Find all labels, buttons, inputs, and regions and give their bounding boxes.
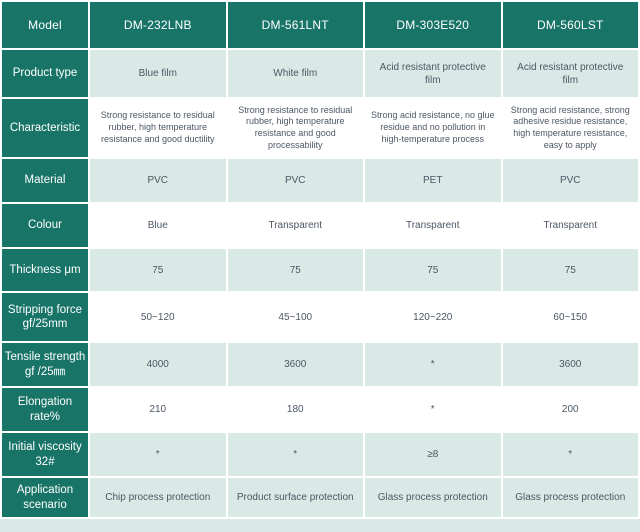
table-cell: 60~150 (502, 293, 638, 341)
spec-table: Model DM-232LNB DM-561LNT DM-303E520 DM-… (0, 0, 640, 517)
table-cell: Strong resistance to residual rubber, hi… (227, 99, 363, 157)
table-cell: 120~220 (365, 293, 501, 341)
table-cell: Transparent (227, 204, 363, 247)
table-cell: * (365, 343, 501, 386)
table-cell: * (90, 433, 226, 476)
table-cell: 75 (502, 249, 638, 291)
table-cell: 45~100 (227, 293, 363, 341)
table-cell: 75 (90, 249, 226, 291)
row-label: Characteristic (2, 99, 88, 157)
row-label: Material (2, 159, 88, 202)
table-cell: * (227, 433, 363, 476)
table-cell: 75 (365, 249, 501, 291)
row-label: Stripping force gf/25mm (2, 293, 88, 341)
table-corner-header: Model (2, 2, 88, 48)
table-cell: 50~120 (90, 293, 226, 341)
table-cell: 210 (90, 388, 226, 431)
table-cell: PVC (90, 159, 226, 202)
row-label: Elongation rate% (2, 388, 88, 431)
column-header-model-1: DM-232LNB (90, 2, 226, 48)
row-label: Colour (2, 204, 88, 247)
table-cell: Strong acid resistance, no glue residue … (365, 99, 501, 157)
row-label: Thickness μm (2, 249, 88, 291)
table-cell: Acid resistant protective film (502, 50, 638, 97)
table-cell: 180 (227, 388, 363, 431)
table-cell: White film (227, 50, 363, 97)
table-cell: * (365, 388, 501, 431)
table-cell: PET (365, 159, 501, 202)
table-bottom-strip (0, 519, 640, 532)
table-cell: 3600 (227, 343, 363, 386)
column-header-model-4: DM-560LST (502, 2, 638, 48)
table-cell: 75 (227, 249, 363, 291)
table-cell: Glass process protection (502, 478, 638, 517)
table-cell: 4000 (90, 343, 226, 386)
table-cell: * (502, 433, 638, 476)
row-label: Application scenario (2, 478, 88, 517)
table-cell: Blue (90, 204, 226, 247)
table-cell: Transparent (502, 204, 638, 247)
table-cell: Acid resistant protective film (365, 50, 501, 97)
row-label: Tensile strength gf /25㎜ (2, 343, 88, 386)
table-cell: PVC (502, 159, 638, 202)
table-cell: ≥8 (365, 433, 501, 476)
table-cell: Blue film (90, 50, 226, 97)
table-cell: 3600 (502, 343, 638, 386)
row-label: Initial viscosity 32# (2, 433, 88, 476)
table-cell: Chip process protection (90, 478, 226, 517)
column-header-model-3: DM-303E520 (365, 2, 501, 48)
table-cell: Strong acid resistance, strong adhesive … (502, 99, 638, 157)
table-cell: Strong resistance to residual rubber, hi… (90, 99, 226, 157)
table-cell: PVC (227, 159, 363, 202)
table-cell: Glass process protection (365, 478, 501, 517)
table-cell: 200 (502, 388, 638, 431)
row-label: Product type (2, 50, 88, 97)
column-header-model-2: DM-561LNT (227, 2, 363, 48)
table-cell: Product surface protection (227, 478, 363, 517)
table-cell: Transparent (365, 204, 501, 247)
